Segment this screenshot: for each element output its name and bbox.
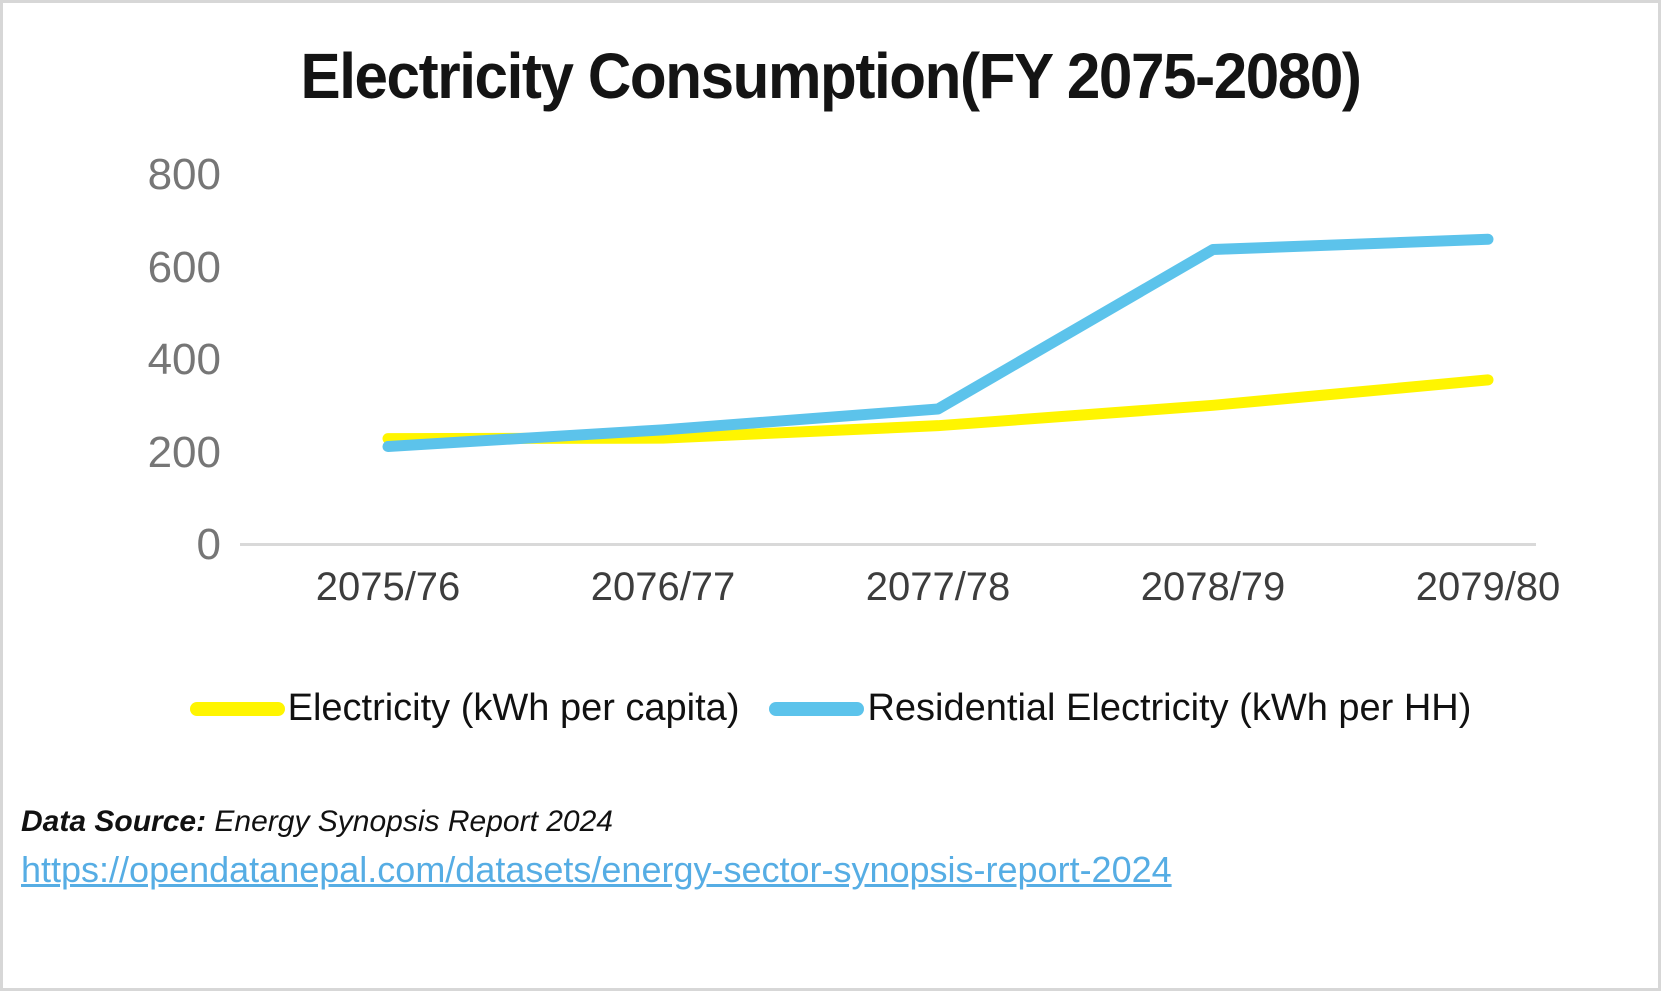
x-axis-label-2075-76: 2075/76 (315, 565, 461, 609)
y-axis-tick-800: 800 (147, 150, 221, 199)
residential-electricity-line (382, 233, 1494, 452)
electricity-series-swatch (189, 701, 285, 716)
x-axis-line (240, 543, 1536, 546)
legend-label-residential: Residential Electricity (kWh per HH) (867, 687, 1472, 729)
x-axis-label-2078-79: 2078/79 (1140, 565, 1286, 609)
residential-series-swatch (769, 701, 865, 716)
source-link[interactable]: https://opendatanepal.com/datasets/energ… (21, 849, 1172, 890)
legend-item-electricity: Electricity (kWh per capita) (189, 687, 740, 730)
x-axis-label-2077-78: 2077/78 (865, 565, 1011, 609)
y-axis-tick-200: 200 (147, 427, 221, 477)
legend-item-residential: Residential Electricity (kWh per HH) (769, 687, 1471, 730)
electricity-per-capita-line (382, 374, 1494, 445)
data-source-line: Data Source: Energy Synopsis Report 2024 (21, 805, 1172, 839)
legend-label-electricity: Electricity (kWh per capita) (287, 687, 740, 729)
x-axis-label-2079-80: 2079/80 (1415, 565, 1561, 609)
data-source-text: Energy Synopsis Report 2024 (214, 805, 613, 838)
data-source-label: Data Source: (21, 805, 207, 838)
x-axis-label-2076-77: 2076/77 (590, 565, 736, 609)
chart-title: Electricity Consumption(FY 2075-2080) (300, 40, 1361, 112)
y-axis-tick-400: 400 (147, 335, 221, 384)
y-axis-tick-0: 0 (196, 520, 221, 569)
y-axis-tick-600: 600 (147, 242, 221, 292)
footer: Data Source: Energy Synopsis Report 2024… (21, 805, 1172, 891)
legend: Electricity (kWh per capita) Residential… (3, 687, 1658, 730)
